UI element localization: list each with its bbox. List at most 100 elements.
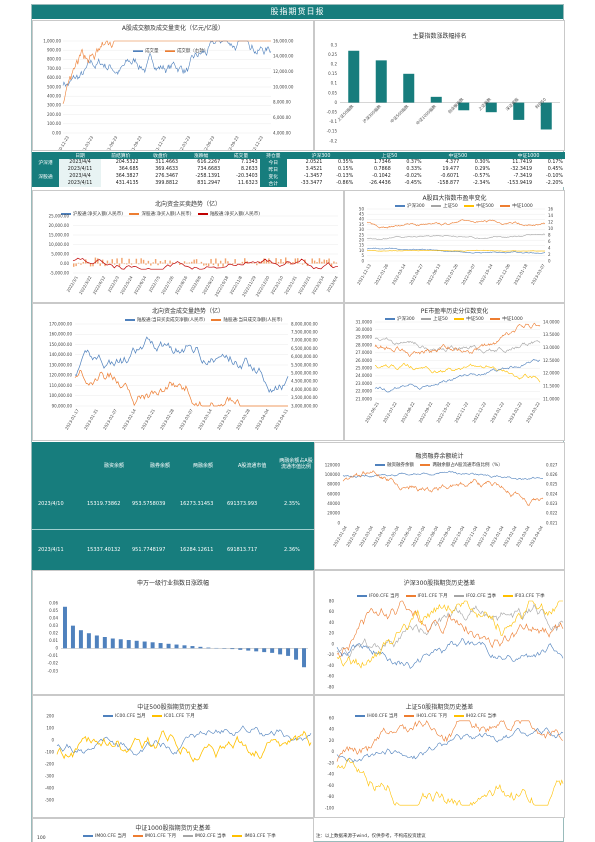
y-tick-label: 130,000.00 — [49, 362, 72, 367]
chart-northbound-volume: 北向资金成交量趋势（亿） 陆股通:当日买卖成交净额(人民币) 陆股通:当日成交净… — [32, 303, 344, 441]
y-tick-label: 25.0000 — [355, 366, 372, 371]
table-cell: -0.1042 — [355, 173, 393, 180]
bar-sh-connect — [101, 259, 104, 264]
x-tick-label: 2022/9/27 — [201, 275, 216, 296]
bar-sh-connect — [147, 260, 150, 264]
x-tick-label: 2023-04-04 — [254, 408, 270, 431]
y-tick-label: 300.00 — [47, 103, 61, 108]
bar-sh-connect — [154, 259, 157, 264]
bar-sh-connect — [162, 262, 164, 264]
y-tick-label: 900.00 — [47, 48, 61, 53]
y-tick-label: 120000 — [325, 462, 341, 467]
y-tick-label: 7,500,000.00 — [291, 330, 318, 335]
series-line-sse50 — [366, 233, 546, 240]
bar-5 — [458, 102, 470, 111]
y-tick-label: -0.01 — [48, 653, 59, 658]
quote-table: 日期 前结算价 收盘价 涨跌幅 成交量 持仓量 沪深300 上证50 中证500 中证1000 沪深… — [32, 152, 565, 187]
y-tick-label: 8,000.00 — [273, 100, 291, 105]
chart-ih-basis: 上证50股指期货历史基差 IH00.CFE 当月 IH01.CFE 下月 IH0… — [314, 695, 565, 818]
chart-ic-basis: 中证500股指期货历史基差 IC00.CFE 当月 IC01.CFE 下月 -5… — [32, 695, 314, 818]
cell: 16284.12611 — [180, 547, 214, 553]
x-tick-label: 2023-01-18 — [513, 263, 529, 286]
bar-sh-connect — [333, 261, 335, 264]
bar-sh-connect — [251, 262, 253, 264]
chart-legend: 陆股通:当日买卖成交净额(人民币) 陆股通:当日成交净额(人民币) — [125, 317, 288, 323]
series-line-margin-balance — [342, 470, 544, 480]
y-tick-label: 0.2 — [331, 62, 338, 67]
category-label: 中证1000指数 — [414, 103, 437, 126]
bar-sector-5 — [94, 635, 99, 649]
bar-sh-connect — [183, 261, 186, 264]
bar-sh-connect — [104, 263, 106, 267]
chart-legend: 成交量 成交额（右轴） — [133, 48, 213, 54]
y-tick-label: 0.05 — [49, 608, 58, 613]
bar-sh-connect — [80, 263, 82, 265]
table-cell: 深股通 — [32, 173, 60, 180]
header-cell: 涨跌幅 — [180, 152, 223, 159]
bar-sector-16 — [182, 645, 187, 649]
y-tick-label: -500 — [45, 797, 55, 802]
x-tick-label: 2022-06-13 — [426, 263, 442, 286]
header-cell: 收盘价 — [140, 152, 181, 159]
bar-sh-connect — [217, 263, 219, 267]
x-tick-label: 2022-07-26 — [443, 263, 459, 286]
y-tick-label: 0.05 — [328, 90, 337, 95]
bar-sector-1 — [62, 606, 67, 649]
series-line-turnover — [62, 40, 271, 104]
header-cell: 融券余额 — [150, 463, 171, 469]
bar-sh-connect — [186, 262, 188, 264]
bar-sh-connect — [207, 263, 210, 267]
table-cell: 3.4521 — [286, 166, 325, 173]
bar-sector-29 — [286, 648, 291, 656]
bar-sh-connect — [275, 258, 277, 264]
header-cell: 前结算价 — [101, 152, 141, 159]
y-tick-label: 170,000.00 — [49, 321, 72, 326]
table-cell: 2023/4/11 — [59, 180, 102, 187]
bar-sector-27 — [270, 648, 275, 653]
table-cell: 311.4663 — [140, 159, 181, 166]
x-tick-label: 2021-12-13 — [356, 263, 372, 286]
table-cell: 364.685 — [101, 166, 141, 173]
cell: 951.7748197 — [132, 547, 166, 553]
y-tick-label: 10 — [548, 226, 554, 231]
bar-sh-connect — [111, 259, 113, 264]
bar-sh-connect — [121, 257, 123, 264]
bar-sh-connect — [128, 258, 130, 264]
bar-sh-connect — [313, 260, 316, 264]
table-cell: 8.2633 — [222, 166, 260, 173]
bar-sector-2 — [70, 625, 75, 649]
y-tick-label: 0.3 — [331, 42, 338, 47]
table-cell: -26.4436 — [355, 180, 393, 187]
cell: 953.5758039 — [132, 501, 166, 507]
y-tick-label: 60 — [329, 609, 335, 614]
series-line-margin-ratio — [342, 470, 544, 507]
table-cell: -0.6071 — [423, 173, 462, 180]
table-cell: 0.37% — [392, 159, 424, 166]
series-line-ih02 — [336, 757, 564, 807]
bar-sh-connect — [227, 261, 229, 264]
header-cell: 融资余额 — [104, 463, 125, 469]
header-cell: 上证50 — [355, 152, 424, 159]
y-tick-label: 50 — [359, 206, 365, 211]
bar-sh-connect — [159, 261, 162, 264]
y-tick-label: 60000 — [327, 491, 340, 496]
y-tick-label: 0 — [361, 258, 364, 263]
series-line-ih00 — [336, 727, 564, 763]
bar-6 — [485, 102, 497, 113]
y-tick-label: 2 — [548, 252, 551, 257]
x-tick-label: 2023/1/31 — [283, 275, 298, 296]
bar-sector-4 — [86, 633, 91, 649]
header-cell: 日期 — [59, 152, 102, 159]
bar-sector-14 — [166, 643, 171, 649]
chart-legend: 融资融券余额 两融余额占A股流通市值比例（%） — [375, 462, 508, 468]
bar-sh-connect — [321, 261, 323, 264]
table-cell: 2023/4/4 — [59, 159, 102, 166]
y-tick-label: 6,000,000.00 — [291, 354, 318, 359]
chart-sector-change: 申万一级行业指数日涨跌幅 -0.03 -0.02 -0.01 0 0.01 0.02 0.0… — [32, 570, 314, 695]
bar-sh-connect — [297, 258, 299, 264]
y-tick-label: 0.1 — [331, 81, 338, 86]
x-tick-label: 2022-12-23 — [248, 135, 264, 151]
y-tick-label: -0.02 — [48, 661, 59, 666]
y-tick-label: -60 — [327, 783, 334, 788]
bar-sh-connect — [224, 258, 227, 264]
